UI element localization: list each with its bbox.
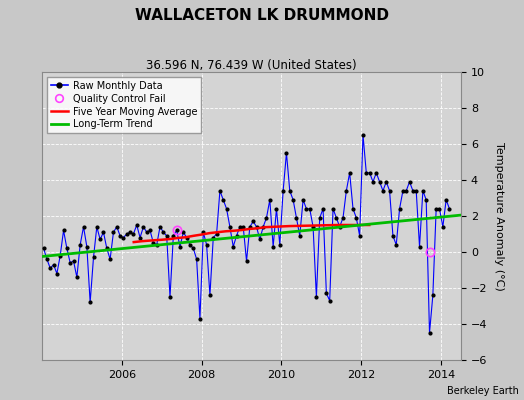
Text: Berkeley Earth: Berkeley Earth — [447, 386, 519, 396]
Text: WALLACETON LK DRUMMOND: WALLACETON LK DRUMMOND — [135, 8, 389, 23]
Legend: Raw Monthly Data, Quality Control Fail, Five Year Moving Average, Long-Term Tren: Raw Monthly Data, Quality Control Fail, … — [47, 77, 201, 133]
Title: 36.596 N, 76.439 W (United States): 36.596 N, 76.439 W (United States) — [146, 59, 357, 72]
Y-axis label: Temperature Anomaly (°C): Temperature Anomaly (°C) — [494, 142, 504, 290]
